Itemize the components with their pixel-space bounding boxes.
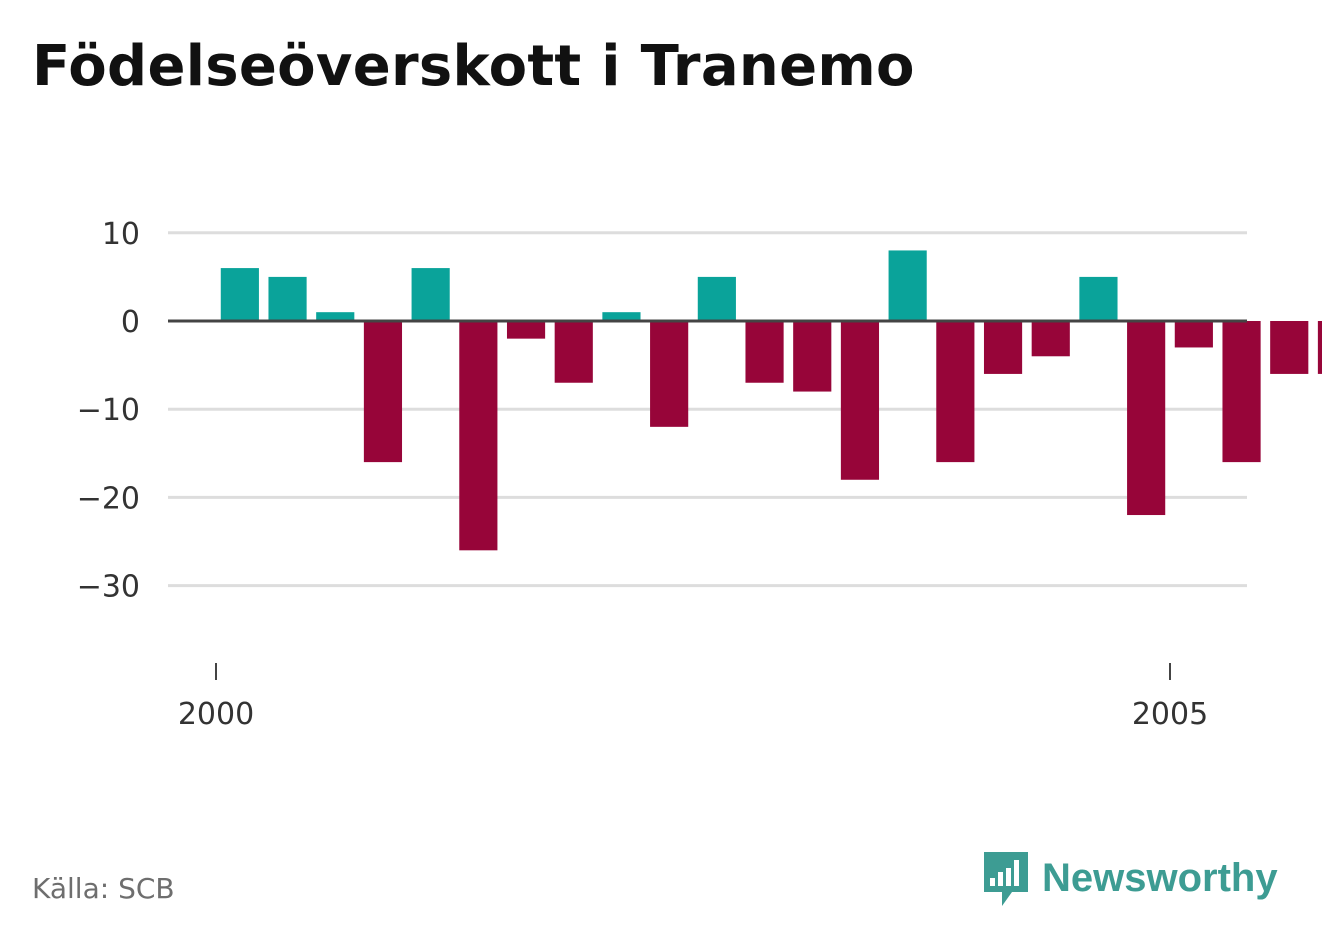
y-tick-label: 10: [102, 217, 140, 252]
source-label: Källa: SCB: [32, 872, 175, 905]
bar[interactable]: [1270, 321, 1309, 374]
chart-title: Födelseöverskott i Tranemo: [32, 34, 915, 99]
newsworthy-icon: [984, 852, 1028, 906]
brand-name: Newsworthy: [1042, 855, 1278, 900]
bar[interactable]: [745, 321, 784, 383]
y-tick-label: 0: [121, 305, 140, 340]
bar[interactable]: [411, 268, 450, 321]
bar[interactable]: [459, 321, 498, 551]
newsworthy-logo[interactable]: Newsworthy: [980, 848, 1278, 908]
bars: [220, 250, 1322, 551]
bar[interactable]: [1127, 321, 1166, 516]
bar[interactable]: [1317, 321, 1322, 374]
bar[interactable]: [697, 276, 736, 321]
bar[interactable]: [936, 321, 975, 463]
y-tick-label: −30: [77, 570, 140, 605]
bar[interactable]: [1174, 321, 1213, 348]
y-axis: 10 0 −10 −20 −30: [77, 217, 140, 605]
bar[interactable]: [554, 321, 593, 383]
bar[interactable]: [650, 321, 689, 427]
bar[interactable]: [840, 321, 880, 480]
gridlines: [168, 231, 1247, 588]
bar[interactable]: [1079, 276, 1118, 321]
bar[interactable]: [363, 321, 403, 463]
bar[interactable]: [220, 268, 259, 321]
bar[interactable]: [506, 321, 546, 339]
bar[interactable]: [316, 312, 355, 321]
x-tick-label: 2000: [178, 697, 254, 732]
bar[interactable]: [1222, 321, 1261, 463]
bar[interactable]: [983, 321, 1023, 374]
x-tick-label: 2005: [1132, 697, 1208, 732]
bar[interactable]: [793, 321, 832, 392]
x-axis: 200020052010201520202025: [178, 663, 1208, 732]
y-tick-label: −10: [77, 393, 140, 428]
bar[interactable]: [268, 276, 307, 321]
bar[interactable]: [888, 250, 927, 321]
y-tick-label: −20: [77, 481, 140, 516]
chart-area: 100−10−20−30 200020052010201520202025: [77, 217, 1322, 732]
bar[interactable]: [602, 312, 641, 321]
bar[interactable]: [1031, 321, 1070, 357]
